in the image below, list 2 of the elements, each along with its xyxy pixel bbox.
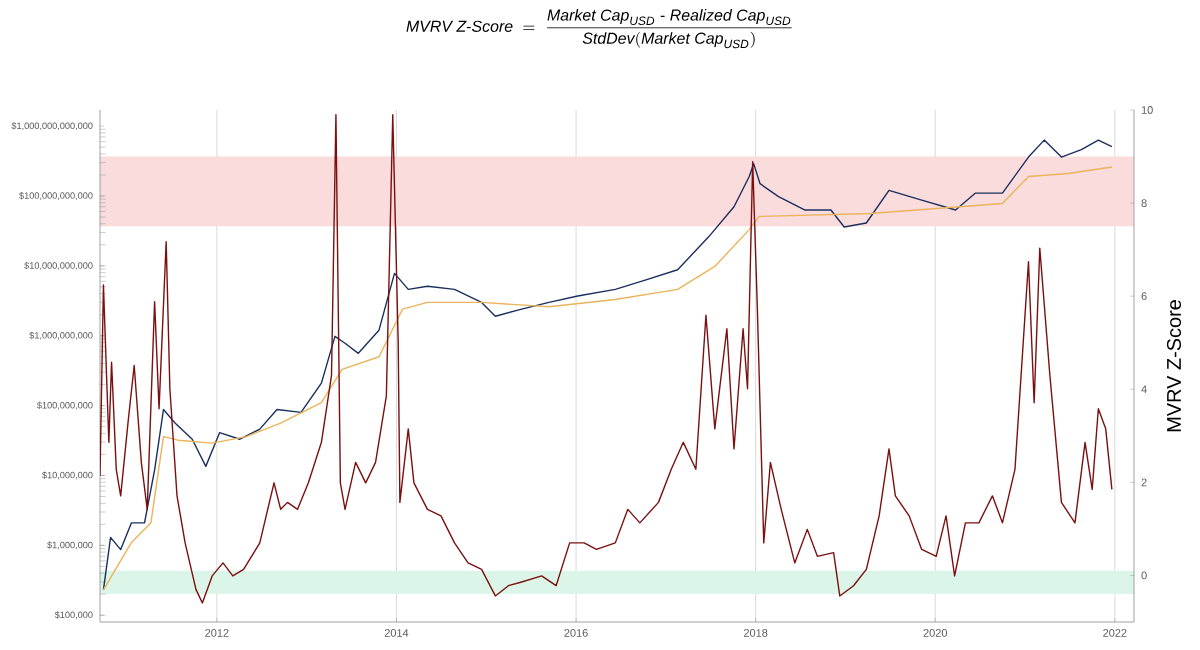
chart-title: $\mathit{MVRV\ Z\mbox{-}Score}\ =\ \frac{\mathit{Market\ Cap}_{\mathit{USD}}\mbox{ - }\mathit{Realized\ Cap}_{\mathit{USD}}}{\mathit{StdDev}(\mathit{Market\ Cap}_{\mathit{USD}})}$	[406, 9, 792, 49]
y2-axis-title: MVRV Z-Score	[1166, 300, 1182, 432]
